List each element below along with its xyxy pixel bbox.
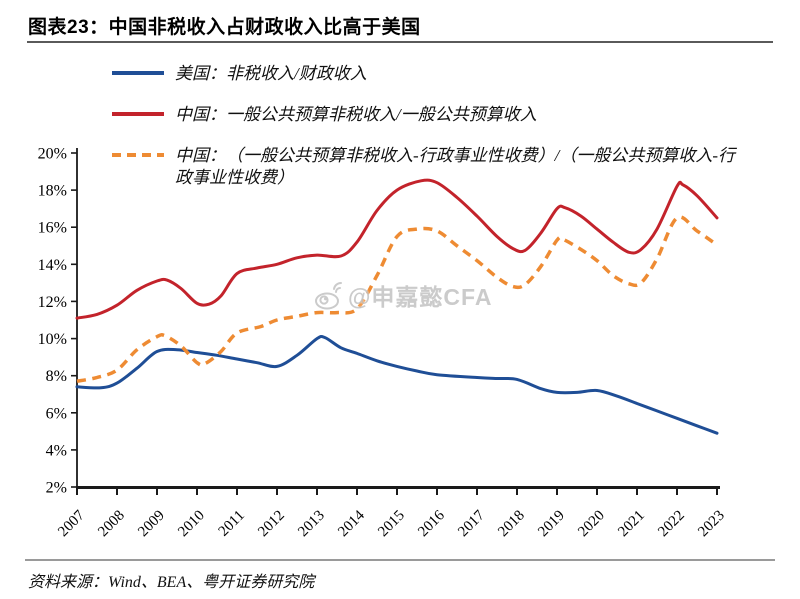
legend-line-swatch-china-adjusted [112, 153, 164, 157]
y-tick-label: 18% [38, 183, 67, 200]
x-tick-label: 2023 [695, 508, 728, 541]
footer-divider [25, 559, 775, 561]
weibo-icon [315, 281, 342, 310]
y-tick-label: 12% [38, 294, 67, 311]
legend-label-china: 中国：一般公共预算非税收入/一般公共预算收入 [175, 105, 537, 124]
x-tick-label: 2013 [295, 508, 328, 541]
x-tick-label: 2009 [135, 508, 168, 541]
y-tick-label: 20% [38, 146, 67, 163]
title-divider [27, 41, 773, 43]
series-us [75, 334, 719, 435]
watermark: @申嘉懿CFA [314, 278, 492, 312]
y-tick-label: 4% [46, 442, 67, 459]
legend-label-china-adjusted: 中国：（一般公共预算非税收入-行政事业性收费）/（一般公共预算收入-行政事业性收… [175, 146, 736, 187]
series-china [75, 178, 719, 320]
x-tick-label: 2015 [375, 508, 408, 541]
x-tick-label: 2008 [95, 508, 128, 541]
x-tick-label: 2014 [335, 507, 368, 540]
y-tick-label: 8% [46, 368, 67, 385]
legend-label-us: 美国：非税收入/财政收入 [175, 64, 367, 83]
legend-item-china: 中国：一般公共预算非税收入/一般公共预算收入 [112, 104, 747, 126]
x-tick-label: 2012 [255, 508, 288, 541]
x-tick-label: 2018 [495, 508, 528, 541]
x-tick-label: 2019 [535, 508, 568, 541]
source-note: 资料来源：Wind、BEA、粤开证券研究院 [28, 574, 315, 591]
x-tick-label: 2022 [655, 508, 688, 541]
x-tick-label: 2020 [575, 508, 608, 541]
y-tick-label: 10% [38, 331, 67, 348]
x-tick-label: 2021 [615, 508, 648, 541]
chart-title: 图表23：中国非税收入占财政收入比高于美国 [28, 17, 421, 38]
legend: 美国：非税收入/财政收入 中国：一般公共预算非税收入/一般公共预算收入 中国：（… [112, 63, 747, 189]
legend-item-us: 美国：非税收入/财政收入 [112, 63, 747, 85]
x-tick-label: 2017 [455, 507, 488, 540]
watermark-text: @申嘉懿CFA [348, 284, 493, 310]
x-tick-label: 2011 [216, 508, 248, 540]
y-tick-label: 2% [46, 480, 67, 497]
legend-item-china-adjusted: 中国：（一般公共预算非税收入-行政事业性收费）/（一般公共预算收入-行政事业性收… [112, 145, 747, 189]
y-tick-label: 14% [38, 257, 67, 274]
legend-line-swatch-china [112, 112, 164, 116]
x-tick-label: 2007 [55, 507, 88, 540]
y-tick-label: 6% [46, 405, 67, 422]
x-tick-label: 2016 [415, 507, 448, 540]
y-tick-label: 16% [38, 220, 67, 237]
legend-line-swatch-us [112, 71, 164, 75]
x-tick-label: 2010 [175, 508, 208, 541]
